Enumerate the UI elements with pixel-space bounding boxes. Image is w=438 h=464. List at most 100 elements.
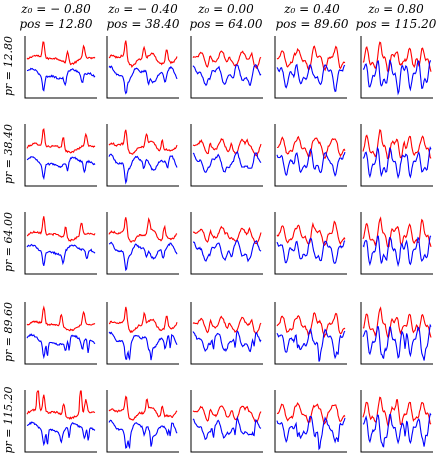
- subplot-panel-r3-c2: [106, 212, 179, 275]
- column-header-2-line-2: pos = 38.40: [106, 17, 179, 31]
- column-header-3-line-2: pos = 64.00: [189, 17, 262, 31]
- subplot-panel-r4-c4: [274, 302, 347, 365]
- blue-series-line: [362, 146, 432, 180]
- subplot-panel-r5-c4: [274, 390, 347, 453]
- red-series-line: [276, 220, 346, 247]
- column-header-1-line-2: pos = 12.80: [19, 17, 92, 31]
- blue-series-line: [26, 243, 96, 266]
- red-series-line: [192, 405, 262, 423]
- subplot-panel-r1-c3: [190, 36, 263, 99]
- red-series-line: [26, 41, 96, 66]
- blue-series-line: [26, 156, 96, 181]
- red-series-line: [108, 129, 178, 155]
- subplot-axes: [24, 36, 97, 99]
- row-label-5: pr = 115.20: [2, 386, 15, 453]
- blue-series-line: [26, 67, 96, 92]
- red-series-line: [108, 40, 178, 68]
- blue-series-line: [192, 239, 262, 263]
- row-label-4: pr = 89.60: [2, 302, 15, 362]
- red-series-line: [276, 45, 346, 72]
- red-series-line: [362, 41, 432, 74]
- blue-series-line: [276, 415, 346, 451]
- subplot-panel-r2-c4: [274, 124, 347, 187]
- red-series-line: [26, 128, 96, 154]
- subplot-panel-r4-c1: [24, 302, 97, 365]
- subplot-panel-r1-c2: [106, 36, 179, 99]
- subplot-axes: [190, 36, 263, 99]
- subplot-panel-r2-c1: [24, 124, 97, 187]
- red-series-line: [276, 401, 346, 425]
- subplot-axes: [190, 302, 263, 365]
- red-series-line: [26, 305, 96, 332]
- subplot-axes: [360, 124, 433, 187]
- subplot-panel-r2-c5: [360, 124, 433, 187]
- subplot-panel-r5-c3: [190, 390, 263, 453]
- blue-series-line: [108, 419, 178, 450]
- red-series-line: [108, 217, 178, 243]
- subplot-panel-r3-c3: [190, 212, 263, 275]
- subplot-panel-r1-c1: [24, 36, 97, 99]
- subplot-axes: [24, 390, 97, 453]
- column-header-5-line-2: pos = 115.20: [356, 17, 437, 31]
- subplot-panel-r3-c1: [24, 212, 97, 275]
- red-series-line: [276, 135, 346, 159]
- column-header-1-line-1: z₀ = − 0.80: [20, 2, 91, 16]
- red-series-line: [108, 395, 178, 421]
- column-headers: z₀ = − 0.80 pos = 12.80 z₀ = − 0.40 pos …: [19, 2, 436, 31]
- blue-series-line: [26, 421, 96, 447]
- row-labels: pr = 12.80 pr = 38.40 pr = 64.00 pr = 89…: [2, 36, 15, 454]
- subplot-axes: [190, 212, 263, 275]
- red-series-line: [362, 216, 432, 249]
- subplot-axes: [190, 390, 263, 453]
- blue-series-line: [362, 59, 432, 96]
- blue-series-line: [276, 63, 346, 93]
- subplot-axes: [360, 302, 433, 365]
- subplot-axes: [24, 124, 97, 187]
- subplot-axes: [360, 390, 433, 453]
- column-header-3-line-1: z₀ = 0.00: [197, 2, 254, 16]
- column-header-2-line-1: z₀ = − 0.40: [107, 2, 178, 16]
- red-series-line: [362, 129, 432, 160]
- subplot-panel-r1-c5: [360, 36, 433, 99]
- subplot-axes: [106, 212, 179, 275]
- subplot-panel-r3-c4: [274, 212, 347, 275]
- subplot-axes: [190, 124, 263, 187]
- subplot-axes: [24, 302, 97, 365]
- red-series-line: [276, 312, 346, 339]
- blue-series-line: [362, 323, 432, 361]
- blue-series-line: [108, 153, 178, 185]
- blue-series-line: [108, 331, 178, 361]
- subplot-panel-r2-c2: [106, 124, 179, 187]
- blue-series-line: [276, 237, 346, 264]
- subplot-axes: [274, 36, 347, 99]
- column-header-4-line-2: pos = 89.60: [275, 17, 348, 31]
- subplot-axes: [106, 390, 179, 453]
- red-series-line: [362, 306, 432, 340]
- blue-series-line: [108, 65, 178, 95]
- subplot-axes: [360, 212, 433, 275]
- subplot-axes: [106, 302, 179, 365]
- blue-series-line: [192, 63, 262, 87]
- subplot-panel-r1-c4: [274, 36, 347, 99]
- subplot-axes: [274, 212, 347, 275]
- red-series-line: [192, 137, 262, 157]
- blue-series-line: [192, 415, 262, 441]
- blue-series-line: [108, 241, 178, 272]
- red-series-line: [26, 216, 96, 242]
- red-series-line: [26, 390, 96, 420]
- blue-series-line: [26, 333, 96, 360]
- subplot-axes: [360, 36, 433, 99]
- subplot-axes: [24, 212, 97, 275]
- subplot-panel-r4-c5: [360, 302, 433, 365]
- blue-series-line: [362, 412, 432, 448]
- subplot-panel-r5-c5: [360, 390, 433, 453]
- red-series-line: [192, 225, 262, 245]
- subplot-axes: [274, 302, 347, 365]
- row-label-2: pr = 38.40: [2, 124, 15, 184]
- red-series-line: [362, 396, 432, 427]
- red-series-line: [108, 306, 178, 334]
- subplot-panels: [24, 36, 433, 453]
- subplot-panel-r4-c2: [106, 302, 179, 365]
- column-header-5-line-1: z₀ = 0.80: [367, 2, 424, 16]
